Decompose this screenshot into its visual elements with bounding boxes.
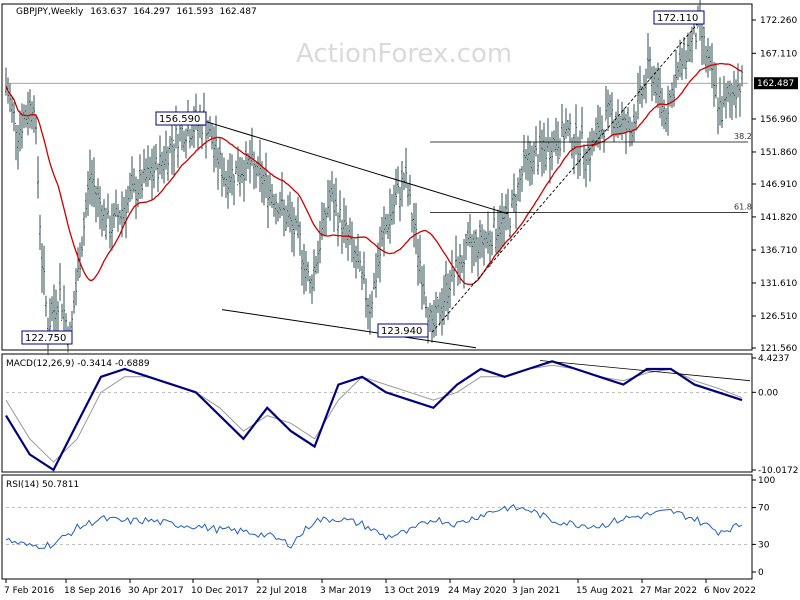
macd-line — [5, 360, 743, 472]
price-tick-label: 131.610 — [760, 279, 797, 289]
macd-trendline — [539, 360, 751, 382]
current-price-box — [754, 77, 798, 90]
macd-tick-label: 0.00 — [758, 388, 778, 398]
date-tick-label: 15 Aug 2021 — [576, 586, 634, 596]
price-annotation-box — [653, 10, 705, 25]
price-tick-label: 121.560 — [760, 344, 797, 354]
macd-tick-label: -10.0172 — [758, 466, 798, 476]
current-price-label: 162.487 — [757, 79, 794, 89]
price-tick-label: 146.910 — [760, 180, 797, 190]
watermark: ActionForex.com — [296, 39, 512, 69]
rsi-tick-label: 0 — [758, 568, 764, 578]
price-annotation-label: 172.110 — [657, 13, 698, 24]
rsi-layer — [5, 503, 748, 550]
date-tick-label: 3 Jan 2021 — [512, 586, 560, 596]
ohlc-low: 161.593 — [176, 7, 213, 17]
fib-level-label: 38.2 — [734, 132, 752, 141]
macd-title: MACD(12,26,9) -0.3414 -0.6889 — [6, 359, 150, 369]
channel-lower-line — [221, 309, 477, 349]
price-annotation-label: 156.590 — [159, 114, 200, 125]
macd-tick-label: 4.4237 — [758, 354, 790, 364]
rsi-tick-label: 70 — [758, 504, 770, 514]
price-tick-label: 136.710 — [760, 246, 797, 256]
macd-panel-frame — [1, 353, 753, 473]
fib-level-label: 61.8 — [734, 203, 752, 212]
chart-title: GBPJPY,Weekly 163.637 164.297 161.593 16… — [16, 7, 257, 17]
date-tick-label: 13 Oct 2019 — [384, 586, 440, 596]
date-tick-label: 10 Dec 2017 — [191, 586, 249, 596]
trendlines-layer: 38.2 61.8 122.750 156.590 123.940 172.110 — [5, 10, 752, 349]
price-tick-label: 167.110 — [760, 49, 797, 59]
price-tick-label: 141.820 — [760, 213, 797, 223]
axis-ticks-layer: 172.260 167.110 162.487 156.960 151.860 146.9… — [4, 16, 798, 596]
price-annotation-box — [21, 330, 73, 345]
date-tick-label: 27 Mar 2022 — [640, 586, 697, 596]
price-tick-label: 156.960 — [760, 115, 797, 125]
rsi-tick-label: 100 — [758, 476, 775, 486]
moving-average-line — [5, 62, 743, 286]
rising-support-line — [431, 20, 701, 333]
macd-layer — [5, 360, 751, 472]
date-tick-label: 6 Nov 2022 — [704, 586, 756, 596]
channel-upper-line — [204, 120, 509, 215]
price-tick-label: 126.510 — [760, 312, 797, 322]
ohlc-close: 162.487 — [219, 7, 256, 17]
rsi-line — [5, 503, 743, 550]
ohlc-open: 163.637 — [90, 7, 127, 17]
macd-signal-line — [5, 364, 743, 463]
date-tick-label: 7 Feb 2016 — [4, 586, 55, 596]
chart-title-symbol: GBPJPY,Weekly — [16, 7, 84, 17]
date-tick-label: 24 May 2020 — [448, 586, 507, 596]
price-annotation-label: 122.750 — [25, 333, 66, 344]
rsi-tick-label: 30 — [758, 540, 770, 550]
price-annotation-box — [155, 111, 207, 126]
price-annotation-box — [377, 323, 429, 338]
price-bars-layer — [5, 0, 743, 356]
rsi-panel-frame — [1, 474, 753, 580]
date-tick-label: 3 Mar 2019 — [320, 586, 372, 596]
date-tick-label: 18 Sep 2016 — [64, 586, 121, 596]
ohlc-high: 164.297 — [133, 7, 170, 17]
rsi-title: RSI(14) 50.7811 — [6, 480, 79, 490]
date-tick-label: 22 Jul 2018 — [256, 586, 307, 596]
price-tick-label: 172.260 — [760, 16, 797, 26]
price-tick-label: 151.860 — [760, 148, 797, 158]
price-annotation-label: 123.940 — [381, 326, 422, 337]
date-tick-label: 30 Apr 2017 — [128, 586, 184, 596]
price-panel-frame — [1, 3, 753, 351]
